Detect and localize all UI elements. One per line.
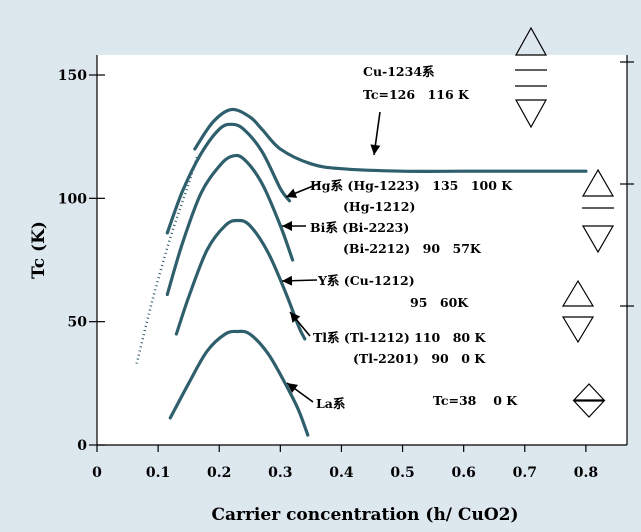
decoration-layer	[281, 26, 615, 418]
annotation-la-tc: Tc=38 0 K	[433, 393, 518, 408]
x-tick-label: 0.1	[146, 465, 170, 481]
triangle-up-icon	[572, 383, 606, 401]
triangle-down-icon	[561, 316, 595, 344]
annotation-bi-line1: Bi系 (Bi-2223)	[310, 220, 409, 235]
annotation-y-line1: Y系 (Cu-1212)	[317, 273, 415, 288]
x-tick-label: 0.5	[390, 465, 414, 481]
series-line-2	[165, 122, 292, 235]
y-tick-label: 100	[58, 191, 87, 207]
annotation-tl-line1: Tl系 (Tl-1212) 110 80 K	[313, 330, 486, 345]
arrowhead	[282, 275, 293, 286]
arrowhead	[286, 188, 298, 198]
annotation-cu1234-line2: Tc=126 116 K	[363, 87, 470, 102]
annotation-bi-line2: (Bi-2212) 90 57K	[343, 241, 482, 256]
annotation-tl-line2: (Tl-2201) 90 0 K	[353, 351, 486, 366]
x-tick-label: 0.7	[513, 465, 537, 481]
axes-layer: 0 50 100 150 0 0.1 0.2 0.3 0.4 0.5 0.6 0.7 0.8	[58, 55, 634, 481]
triangle-up-icon	[581, 168, 615, 197]
annotation-y-line2: 95 60K	[410, 295, 469, 310]
x-tick-label: 0.8	[574, 465, 598, 481]
y-tick-label: 150	[58, 68, 87, 84]
series-line-1	[193, 107, 588, 173]
annotation-hg-line1: Hg系 (Hg-1223) 135 100 K	[310, 178, 513, 193]
plot-area	[97, 55, 627, 445]
triangle-up-icon	[514, 26, 548, 56]
arrowhead	[290, 312, 301, 323]
triangle-down-icon	[572, 400, 606, 418]
annotation-hg-line2: (Hg-1212)	[343, 199, 415, 214]
arrowhead	[370, 144, 381, 155]
annotation-cu1234-line1: Cu-1234系	[363, 64, 435, 79]
triangle-down-icon	[514, 99, 548, 129]
triangle-up-icon	[561, 279, 595, 307]
y-axis-title: Tc (K)	[29, 221, 49, 279]
series-line-5	[168, 329, 310, 437]
arrowhead	[282, 221, 292, 231]
series-line-6	[135, 153, 199, 364]
x-axis-title: Carrier concentration (h/ CuO2)	[211, 505, 518, 525]
y-tick-label: 50	[68, 315, 88, 331]
series-line-4	[174, 218, 307, 341]
annotation-la: La系	[316, 396, 346, 411]
x-tick-label: 0.2	[207, 465, 231, 481]
x-tick-label: 0.3	[268, 465, 292, 481]
series-line-3	[165, 153, 295, 297]
y-tick-label: 0	[77, 438, 87, 454]
x-tick-label: 0.4	[329, 465, 354, 481]
arrowhead	[287, 383, 299, 393]
x-tick-label: 0.6	[451, 465, 475, 481]
series-layer	[135, 107, 588, 437]
triangle-down-icon	[581, 225, 615, 254]
x-tick-label: 0	[92, 465, 102, 481]
